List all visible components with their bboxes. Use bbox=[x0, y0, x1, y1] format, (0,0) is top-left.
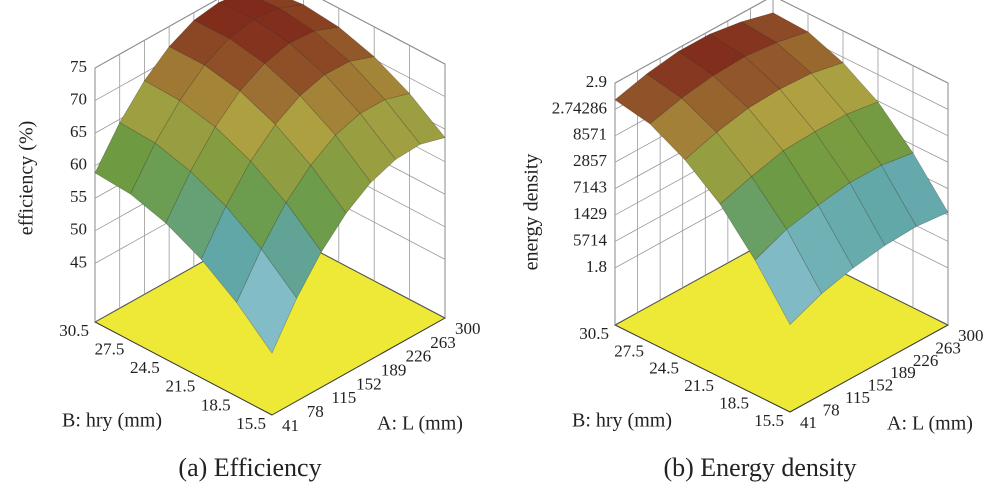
y-tick-label: 18.5 bbox=[719, 394, 749, 413]
z-tick-label: 1.8 bbox=[586, 257, 607, 276]
x-tick-label: 189 bbox=[381, 360, 407, 379]
caption: (b) Energy density bbox=[663, 453, 856, 482]
x-tick-label: 189 bbox=[890, 363, 916, 382]
z-tick-label: 7143 bbox=[573, 178, 607, 197]
y-tick-label: 24.5 bbox=[130, 358, 160, 377]
z-tick-label: 8571 bbox=[573, 125, 607, 144]
y-axis-label: B: hry (mm) bbox=[62, 410, 162, 432]
surface-cell bbox=[217, 0, 280, 20]
x-tick-label: 152 bbox=[356, 374, 382, 393]
y-axis-label: B: hry (mm) bbox=[572, 410, 672, 432]
z-tick-label: 2.74286 bbox=[552, 98, 607, 117]
x-tick-label: 41 bbox=[282, 416, 299, 435]
z-tick-label: 45 bbox=[70, 252, 87, 271]
surface-cell bbox=[239, 63, 301, 125]
y-tick-label: 21.5 bbox=[684, 376, 714, 395]
x-tick-label: 78 bbox=[823, 400, 840, 419]
y-tick-label: 15.5 bbox=[236, 414, 266, 433]
z-tick-label: 50 bbox=[70, 220, 87, 239]
surface-cell bbox=[236, 248, 298, 354]
surface-cell bbox=[299, 74, 361, 136]
y-tick-label: 21.5 bbox=[165, 377, 195, 396]
x-tick-label: 263 bbox=[935, 338, 961, 357]
x-tick-label: 115 bbox=[845, 388, 870, 407]
surface-cell bbox=[359, 99, 421, 160]
surface-cell bbox=[754, 228, 822, 326]
z-tick-label: 2857 bbox=[573, 151, 608, 170]
y-tick-label: 15.5 bbox=[754, 411, 784, 430]
z-tick-label: 70 bbox=[70, 89, 87, 108]
y-tick-label: 18.5 bbox=[201, 395, 231, 414]
surface-cell bbox=[817, 182, 886, 269]
y-tick-label: 27.5 bbox=[614, 341, 644, 360]
x-tick-label: 41 bbox=[800, 413, 817, 432]
z-tick-label: 75 bbox=[70, 57, 87, 76]
x-tick-label: 300 bbox=[455, 319, 481, 338]
surface-cell bbox=[677, 33, 746, 77]
x-tick-label: 300 bbox=[958, 326, 984, 345]
grid-line bbox=[614, 0, 949, 84]
x-tick-label: 226 bbox=[406, 347, 432, 366]
surface-cell bbox=[849, 164, 917, 246]
caption: (a) Efficiency bbox=[178, 453, 321, 482]
surface-cell bbox=[193, 2, 255, 39]
z-tick-label: 60 bbox=[70, 155, 87, 174]
surface-cell bbox=[130, 142, 191, 224]
x-tick-label: 226 bbox=[913, 351, 939, 370]
y-tick-label: 30.5 bbox=[579, 324, 609, 343]
y-tick-label: 24.5 bbox=[649, 359, 679, 378]
x-tick-label: 152 bbox=[868, 376, 894, 395]
x-axis-label: A: L (mm) bbox=[377, 413, 463, 435]
z-axis-label: energy density bbox=[521, 154, 543, 271]
z-tick-label: 65 bbox=[70, 122, 87, 141]
x-tick-label: 115 bbox=[331, 388, 356, 407]
x-tick-label: 263 bbox=[430, 333, 456, 352]
surface-cell bbox=[214, 90, 276, 162]
surface-cell bbox=[260, 0, 305, 9]
y-tick-label: 27.5 bbox=[95, 340, 125, 359]
surface-cell bbox=[786, 204, 854, 295]
surface-cell bbox=[165, 170, 227, 260]
z-axis-label: efficiency (%) bbox=[16, 121, 38, 236]
z-tick-label: 2.9 bbox=[586, 72, 607, 91]
z-tick-label: 55 bbox=[70, 187, 87, 206]
x-axis-label: A: L (mm) bbox=[887, 413, 973, 435]
grid-line bbox=[94, 0, 446, 69]
z-tick-label: 1429 bbox=[573, 204, 607, 223]
z-tick-label: 5714 bbox=[573, 230, 608, 249]
surface-cell bbox=[277, 4, 340, 32]
x-tick-label: 78 bbox=[307, 402, 324, 421]
surface-cell bbox=[880, 152, 949, 227]
surface-cell bbox=[712, 56, 781, 109]
y-tick-label: 30.5 bbox=[59, 321, 89, 340]
